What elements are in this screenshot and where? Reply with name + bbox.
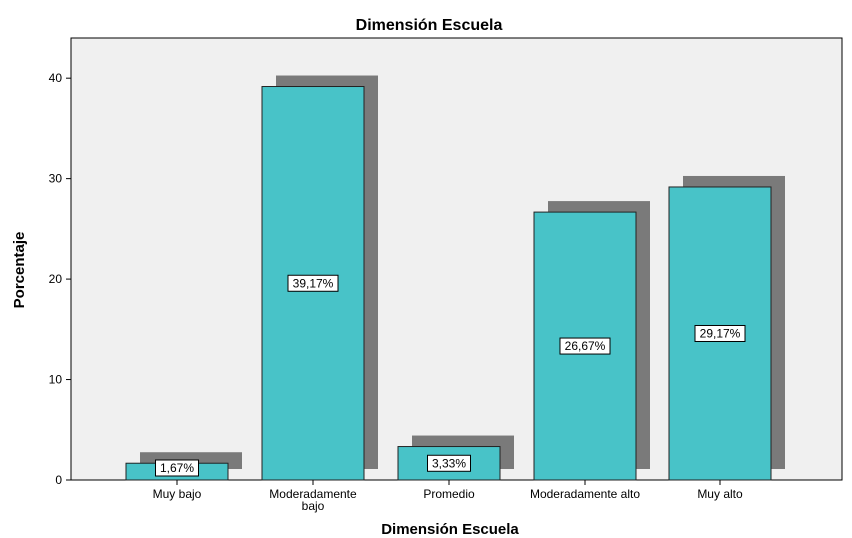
y-tick-label: 10 xyxy=(49,373,63,387)
data-label: 39,17% xyxy=(293,276,334,290)
y-tick-label: 30 xyxy=(49,172,63,186)
data-label: 26,67% xyxy=(565,339,606,353)
y-tick-label: 40 xyxy=(49,71,63,85)
y-tick-label: 20 xyxy=(49,272,63,286)
x-category-label: Muy alto xyxy=(697,487,743,501)
x-category-label: Moderadamente alto xyxy=(530,487,640,501)
chart-title: Dimensión Escuela xyxy=(356,17,503,34)
x-axis: Muy bajo Moderadamente bajo Promedio Moderad… xyxy=(153,480,743,513)
data-label: 1,67% xyxy=(160,461,194,475)
x-category-label: Promedio xyxy=(423,487,475,501)
data-label-box xyxy=(155,459,199,477)
y-axis-label: Porcentaje xyxy=(11,232,28,309)
y-tick-label: 0 xyxy=(55,473,62,487)
data-label: 29,17% xyxy=(700,326,741,340)
data-label-box xyxy=(559,337,611,355)
y-axis: 0 10 20 30 40 xyxy=(49,71,71,487)
x-category-label: Moderadamente bajo xyxy=(269,487,357,513)
data-label-box xyxy=(427,454,471,472)
data-label-box xyxy=(287,274,339,292)
x-category-label: Muy bajo xyxy=(153,487,202,501)
bars-group: 1,67% 39,17% 3,33% 26,67% 29,17% xyxy=(125,75,785,481)
data-label: 3,33% xyxy=(432,456,466,470)
x-axis-label: Dimensión Escuela xyxy=(381,521,519,538)
data-label-box xyxy=(694,324,746,342)
